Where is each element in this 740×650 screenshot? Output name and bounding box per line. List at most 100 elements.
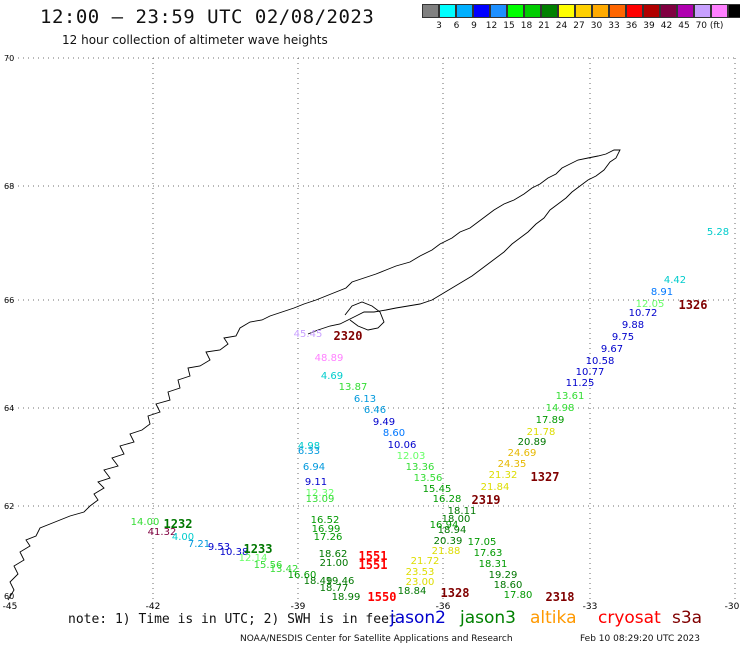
wave-height-value: 41.32 [147, 527, 177, 538]
wave-height-value: 14.00 [130, 517, 160, 528]
footer-timestamp: Feb 10 08:29:20 UTC 2023 [580, 634, 700, 644]
wave-height-value: 19.46 [325, 576, 355, 587]
wave-height-value: 13.09 [305, 494, 335, 505]
footer-credit: NOAA/NESDIS Center for Satellite Applica… [240, 634, 513, 644]
scale-swatch [694, 4, 711, 18]
satellite-legend-altika: altika [530, 608, 577, 628]
latitude-label: 60 [4, 592, 14, 601]
wave-height-value: 18.62 [318, 549, 348, 560]
chart-title: 12:00 – 23:59 UTC 02/08/2023 [40, 6, 375, 28]
greenland-coastline [7, 149, 621, 601]
scale-label: 12 [485, 21, 498, 31]
latitude-labels: 70 68 66 64 62 60 [4, 54, 14, 601]
latitude-label: 70 [4, 54, 14, 63]
longitude-label: -36 [436, 602, 451, 610]
wave-height-value: 18.60 [493, 580, 523, 591]
satellite-legend-s3a: s3a [672, 608, 703, 628]
scale-swatch [558, 4, 575, 18]
longitude-label: -30 [725, 602, 740, 610]
pass-time-code: 1233 [243, 542, 273, 556]
latitude-label: 62 [4, 502, 14, 511]
wave-height-value: 18.84 [397, 586, 427, 597]
wave-height-value: 14.98 [545, 403, 575, 414]
scale-swatch [473, 4, 490, 18]
latitude-label: 68 [4, 182, 14, 191]
wave-height-value: 16.99 [311, 524, 341, 535]
wave-height-value: 10.38 [219, 547, 249, 558]
iceland-fjord-coastline [344, 301, 385, 331]
wave-height-value: 8.60 [382, 428, 406, 439]
scale-swatch [643, 4, 660, 18]
scale-swatch [728, 4, 740, 18]
wave-height-value: 17.80 [503, 590, 533, 601]
scale-label: 3 [436, 21, 442, 31]
pass-time-code: 1327 [530, 470, 560, 484]
scale-swatch [541, 4, 558, 18]
wave-height-value: 10.06 [387, 440, 417, 451]
scale-label: 18 [520, 21, 533, 31]
note-text: note: 1) Time is in UTC; 2) SWH is in fe… [68, 612, 397, 627]
scale-label: 45 [678, 21, 690, 31]
longitude-label: -39 [291, 602, 306, 610]
pass-time-code: 1232 [163, 517, 193, 531]
wave-height-value: 21.32 [488, 470, 518, 481]
wave-height-value: 9.75 [611, 332, 635, 343]
wave-height-value: 15.45 [422, 484, 452, 495]
pass-time-code: 2320 [333, 329, 363, 343]
latitude-label: 64 [4, 404, 14, 413]
scale-label: 9 [471, 21, 477, 31]
wave-height-value: 13.61 [555, 391, 585, 402]
wave-height-value: 17.63 [473, 548, 503, 559]
scale-label: 30 [590, 21, 603, 31]
wave-height-value: 10.58 [585, 356, 615, 367]
wave-height-value: 4.98 [297, 441, 321, 452]
wave-height-value: 18.99 [331, 592, 361, 603]
wave-height-value: 9.11 [304, 477, 328, 488]
pass-time-code: 1551 [358, 558, 388, 572]
longitude-label: -42 [146, 602, 161, 610]
satellite-legend-cryosat: cryosat [598, 608, 661, 628]
wave-height-value: 10.72 [628, 308, 658, 319]
scale-label: 39 [643, 21, 655, 31]
wave-height-value: 13.42 [269, 564, 299, 575]
wave-height-value: 20.89 [517, 437, 547, 448]
wave-height-value: 12.14 [238, 553, 268, 564]
scale-label: 42 [660, 21, 673, 31]
wave-height-value: 4.69 [320, 371, 344, 382]
wave-height-value: 4.00 [171, 532, 195, 543]
wave-height-value: 16.60 [287, 570, 317, 581]
wave-height-value: 17.05 [467, 537, 497, 548]
wave-height-value: 19.29 [488, 570, 518, 581]
scale-swatch [524, 4, 541, 18]
color-scale-swatches [422, 4, 740, 18]
wave-height-value: 6.13 [353, 394, 377, 405]
wave-height-value: 10.77 [575, 367, 605, 378]
wave-height-value: 4.42 [663, 275, 687, 286]
wave-height-value: 48.89 [314, 353, 344, 364]
color-scale-legend: 3 6 9 12 15 18 21 24 27 30 33 36 39 42 45 70 (ft) [422, 4, 740, 31]
wave-height-value: 18.77 [319, 583, 349, 594]
wave-height-value: 8.91 [650, 287, 674, 298]
pass-time-code: 2318 [545, 590, 575, 604]
scale-swatch [490, 4, 507, 18]
wave-height-value: 24.35 [497, 459, 527, 470]
wave-height-value: 7.21 [187, 539, 211, 550]
scale-swatch [456, 4, 473, 18]
pass-time-code: 1326 [678, 298, 708, 312]
scale-swatch [507, 4, 524, 18]
wave-height-value: 20.39 [433, 536, 463, 547]
wave-height-value: 17.89 [535, 415, 565, 426]
scale-swatch [609, 4, 626, 18]
wave-height-value: 18.94 [437, 525, 467, 536]
map-canvas: 70 68 66 64 62 60 -45 -42 -39 -36 -33 -30 [3, 54, 740, 610]
wave-height-value: 16.94 [429, 520, 459, 531]
wave-height-value: 21.78 [526, 427, 556, 438]
wave-height-value: 12.32 [305, 488, 335, 499]
pass-time-code: 1550 [367, 590, 397, 604]
scale-swatch [626, 4, 643, 18]
wave-height-value: 6.33 [297, 446, 321, 457]
wave-height-value: 12.03 [396, 451, 426, 462]
pass-time-code: 1551 [358, 549, 388, 563]
longitude-labels: -45 -42 -39 -36 -33 -30 [3, 602, 740, 610]
wave-height-value: 21.00 [319, 558, 349, 569]
